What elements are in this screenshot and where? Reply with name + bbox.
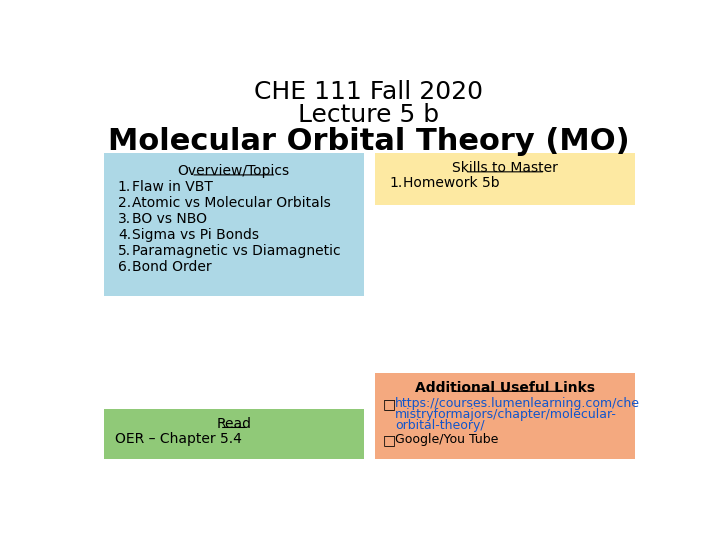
Text: BO vs NBO: BO vs NBO [132,212,207,226]
Text: Paramagnetic vs Diamagnetic: Paramagnetic vs Diamagnetic [132,244,341,258]
Text: 3.: 3. [118,212,131,226]
Text: Atomic vs Molecular Orbitals: Atomic vs Molecular Orbitals [132,195,330,210]
Text: Lecture 5 b: Lecture 5 b [298,103,440,127]
Text: Overview/Topics: Overview/Topics [178,164,290,178]
Text: mistryformajors/chapter/molecular-: mistryformajors/chapter/molecular- [395,408,617,421]
FancyBboxPatch shape [104,409,364,459]
Text: Molecular Orbital Theory (MO): Molecular Orbital Theory (MO) [108,127,630,156]
Text: Skills to Master: Skills to Master [452,161,558,175]
Text: □: □ [383,397,396,411]
Text: OER – Chapter 5.4: OER – Chapter 5.4 [114,432,242,446]
Text: Additional Useful Links: Additional Useful Links [415,381,595,395]
Text: 5.: 5. [118,244,131,258]
Text: □: □ [383,433,396,447]
Text: 4.: 4. [118,228,131,242]
Text: CHE 111 Fall 2020: CHE 111 Fall 2020 [254,80,484,104]
FancyBboxPatch shape [375,153,635,205]
Text: 1.: 1. [389,177,402,191]
Text: Homework 5b: Homework 5b [403,177,500,191]
Text: Sigma vs Pi Bonds: Sigma vs Pi Bonds [132,228,259,242]
FancyBboxPatch shape [375,373,635,459]
Text: Flaw in VBT: Flaw in VBT [132,179,212,193]
Text: Google/You Tube: Google/You Tube [395,433,499,446]
FancyBboxPatch shape [104,153,364,296]
Text: Read: Read [216,417,251,431]
Text: orbital-theory/: orbital-theory/ [395,419,485,432]
Text: https://courses.lumenlearning.com/che: https://courses.lumenlearning.com/che [395,397,640,410]
Text: Bond Order: Bond Order [132,260,212,274]
Text: 6.: 6. [118,260,131,274]
Text: 2.: 2. [118,195,131,210]
Text: 1.: 1. [118,179,131,193]
